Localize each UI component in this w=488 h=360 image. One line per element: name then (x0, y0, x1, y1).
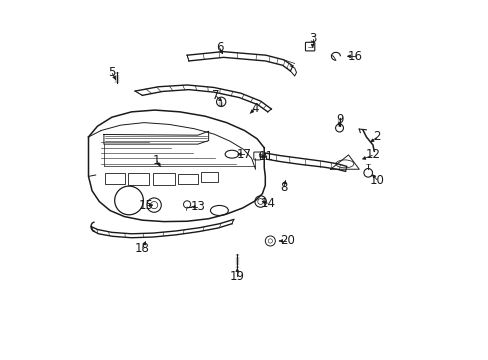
Text: 4: 4 (251, 102, 259, 115)
Text: 1: 1 (153, 154, 160, 167)
Text: 17: 17 (237, 148, 251, 161)
Text: 19: 19 (229, 270, 244, 283)
Text: 20: 20 (280, 234, 294, 247)
Text: 13: 13 (190, 201, 205, 213)
Text: 18: 18 (135, 242, 149, 255)
Bar (105, 173, 125, 184)
Text: 8: 8 (280, 181, 287, 194)
Text: 5: 5 (108, 66, 115, 79)
Text: 11: 11 (258, 150, 273, 163)
Text: 16: 16 (347, 50, 363, 63)
Bar (178, 174, 198, 184)
Text: 9: 9 (335, 113, 343, 126)
Text: 12: 12 (366, 148, 380, 161)
Text: 10: 10 (369, 174, 384, 186)
Text: 15: 15 (138, 199, 153, 212)
Text: 2: 2 (373, 130, 380, 144)
Bar (128, 173, 149, 185)
Text: 7: 7 (212, 89, 219, 102)
Text: 3: 3 (308, 32, 316, 45)
Text: 6: 6 (215, 41, 223, 54)
Bar (201, 172, 217, 182)
Bar (153, 173, 174, 185)
Text: 14: 14 (260, 197, 275, 210)
